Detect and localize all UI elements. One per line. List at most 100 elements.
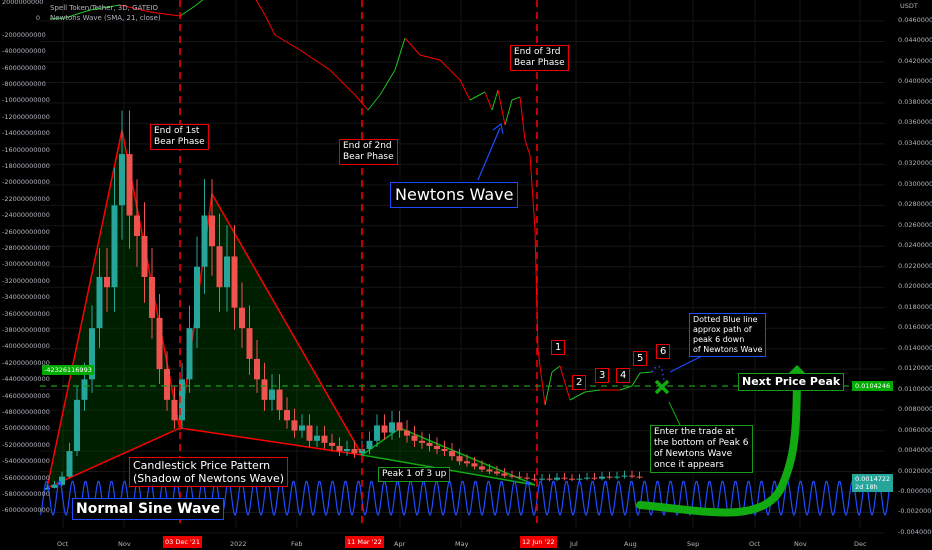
right-axis-tick: 0.0020000 <box>898 466 932 475</box>
left-axis-tick: -22000000000 <box>2 194 50 203</box>
peak1-label: Peak 1 of 3 up <box>378 467 451 482</box>
peak-number-1: 1 <box>551 340 566 355</box>
candle-body <box>291 420 298 431</box>
right-axis-tick: 0.0180000 <box>898 302 932 311</box>
blue-arrowhead <box>492 122 504 135</box>
candles <box>44 110 643 490</box>
right-axis-tick: 0.0320000 <box>898 159 932 168</box>
right-axis-tick: -0.0020000 <box>898 507 932 516</box>
right-axis-tick: -0.0040000 <box>898 527 932 536</box>
peak-number-6: 6 <box>656 344 671 359</box>
candle-body <box>546 478 553 480</box>
green-arrow-entry <box>668 401 681 426</box>
left-axis-tick: -38000000000 <box>2 326 50 334</box>
wave-segment <box>559 365 571 401</box>
wave-segment <box>584 389 601 393</box>
legend-title: Spell Token/Tether, 3D, GATEIO <box>50 4 159 12</box>
left-axis-tick: -32000000000 <box>2 276 50 285</box>
time-axis-tick: Nov <box>118 540 131 548</box>
candle-body <box>321 435 328 443</box>
wave-segment <box>274 34 301 51</box>
candle-body <box>531 478 538 480</box>
candle-body <box>81 379 88 400</box>
wave-segment <box>394 37 406 71</box>
candle-body <box>366 440 373 449</box>
peak-number-3: 3 <box>595 368 610 383</box>
wave-segment <box>459 79 471 101</box>
right-axis-tick: 0.0160000 <box>898 323 932 332</box>
left-axis-tick: -14000000000 <box>2 129 50 138</box>
time-axis-tick: Apr <box>394 540 406 548</box>
left-axis-tick: -12000000000 <box>2 112 50 121</box>
candle-body <box>426 442 433 446</box>
left-axis-tick: -56000000000 <box>2 473 50 482</box>
last-price-marker: 0.0014722 2d 18h <box>852 474 894 492</box>
candle-body <box>89 328 95 380</box>
candle-body <box>599 476 605 479</box>
date-marker: 12 Jun '22 <box>520 536 557 548</box>
candle-body <box>449 451 455 457</box>
wave-segment <box>379 69 396 96</box>
candle-body <box>306 425 313 441</box>
candle-body <box>284 410 290 421</box>
right-axis-tick: -0.0000000 <box>898 487 932 495</box>
next-price-peak-label: Next Price Peak <box>738 373 845 391</box>
candle-body <box>231 256 238 308</box>
candle-body <box>434 445 440 449</box>
right-axis-tick: 0.0420000 <box>898 56 932 65</box>
candle-body <box>329 442 335 446</box>
candle-body <box>134 215 140 236</box>
date-marker: 03 Dec '21 <box>163 536 203 548</box>
wave-segment <box>64 9 91 19</box>
candle-body <box>561 477 568 479</box>
candle-body <box>254 358 260 380</box>
wave-segment <box>519 96 526 141</box>
left-axis-tick: -20000000000 <box>2 178 50 187</box>
candle-body <box>636 476 643 478</box>
wave-segment <box>419 54 441 61</box>
candle-body <box>119 154 125 206</box>
left-axis-tick: 2000000000 <box>2 0 44 6</box>
right-axis-tick: 0.0200000 <box>898 282 932 291</box>
wave-segment <box>631 372 641 387</box>
time-axis-tick: Jul <box>570 540 578 548</box>
wave-segment <box>497 89 506 126</box>
candle-body <box>59 476 65 485</box>
time-axis-tick: Sep <box>687 540 700 548</box>
candle-body <box>141 236 148 277</box>
candle-body <box>569 478 575 480</box>
right-axis-tick: 0.0460000 <box>898 15 932 24</box>
candle-body <box>96 276 103 329</box>
candle-body <box>314 435 320 441</box>
drawings <box>40 0 892 528</box>
red-triangle-fill <box>47 130 362 488</box>
time-axis-tick: 2022 <box>230 540 247 548</box>
candle-body <box>171 399 178 421</box>
dotted-line-note: Dotted Blue line approx path of peak 6 dow… <box>689 313 767 357</box>
sine-wave-label: Normal Sine Wave <box>72 498 225 520</box>
candle-body <box>381 425 388 433</box>
candle-body <box>374 425 380 441</box>
peak-number-2: 2 <box>572 375 587 390</box>
wave-segment <box>404 37 421 56</box>
candle-body <box>186 328 193 380</box>
candle-body <box>351 448 358 454</box>
left-axis-tick: -54000000000 <box>2 457 50 466</box>
candlestick-pattern-label: Candlestick Price Pattern (Shadow of Newt… <box>129 457 289 487</box>
left-axis-marker: -42326116993 <box>42 365 94 375</box>
candle-body <box>194 266 200 329</box>
wave-segment <box>179 5 196 17</box>
wave-segment <box>299 49 331 71</box>
candle-body <box>539 478 545 480</box>
dotted-blue-path <box>651 365 665 381</box>
time-axis-tick: Nov <box>794 540 807 548</box>
left-axis-tick: -24000000000 <box>2 211 50 220</box>
entry-x-icon <box>654 379 670 395</box>
candle-body <box>164 369 170 400</box>
candle-body <box>614 476 620 478</box>
candle-body <box>201 215 208 267</box>
left-axis-tick: -34000000000 <box>2 293 50 302</box>
right-axis-tick: 0.0240000 <box>898 241 932 250</box>
left-axis-tick: -6000000000 <box>2 63 46 72</box>
blue-arrow-newtons <box>477 127 501 181</box>
